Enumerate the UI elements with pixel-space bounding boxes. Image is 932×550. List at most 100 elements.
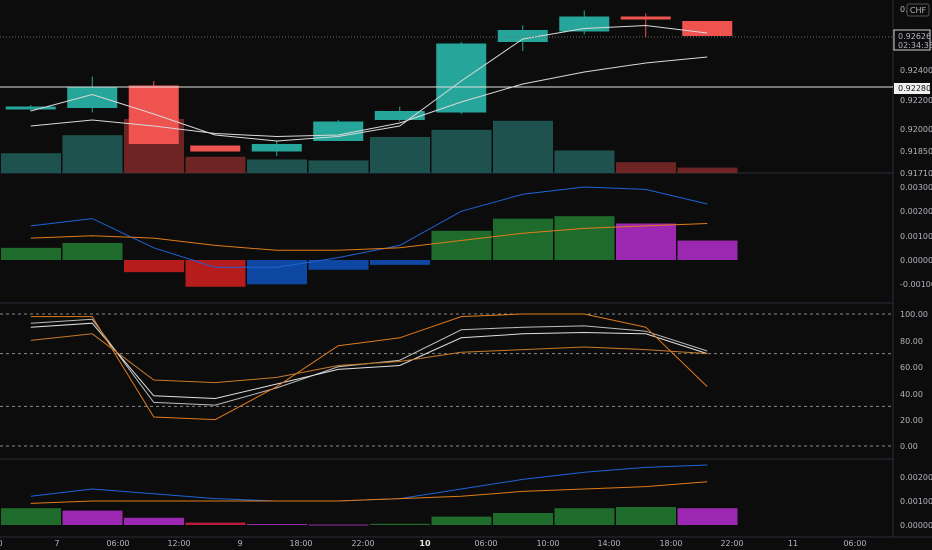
macd-hist-bar (370, 260, 430, 265)
candle-up[interactable] (436, 43, 487, 113)
time-tick-label: 9 (237, 539, 242, 548)
osc-hist-bar (677, 508, 738, 525)
macd-hist-bar (1, 247, 61, 260)
stoch-tick-label: 60.00 (900, 363, 923, 372)
last-price-value: 0.92626 (898, 32, 931, 41)
macd-hist-bar (124, 260, 184, 273)
time-tick-label: 14:00 (597, 539, 620, 548)
hline-price-value: 0.92280 (898, 84, 931, 93)
volume-bar (431, 129, 492, 173)
time-tick-label: 10 (419, 539, 431, 548)
time-tick-label: 22:00 (351, 539, 374, 548)
time-tick-label: 06:00 (474, 539, 497, 548)
candle-up[interactable] (67, 87, 118, 108)
time-tick-label: 18:00 (659, 539, 682, 548)
candle-up[interactable] (559, 16, 610, 32)
price-tick-label: 0.91710 (900, 169, 932, 178)
candle-up[interactable] (497, 30, 548, 42)
price-tick-label: 0.92000 (900, 125, 932, 134)
candle-down[interactable] (620, 16, 671, 20)
time-tick-label: 18:00 (289, 539, 312, 548)
stoch-tick-label: 80.00 (900, 337, 923, 346)
stoch-line (30, 313, 708, 421)
volume-bar (1, 153, 61, 173)
macd-hist-bar (493, 218, 553, 260)
candle-up[interactable] (251, 144, 302, 152)
macd-tick-label: -0.00100 (900, 280, 932, 289)
stoch-line (30, 322, 708, 400)
ma-slow-line (30, 56, 708, 138)
volume-bar (185, 156, 246, 173)
osc-tick-label: 0.00200 (900, 473, 932, 482)
macd-hist-bar (62, 242, 123, 260)
macd-tick-label: 0.00100 (900, 232, 932, 241)
volume-bar (62, 135, 123, 173)
macd-hist-bar (616, 223, 676, 260)
price-tick-label: 0.92400 (900, 66, 932, 75)
price-axis-partial-label: 0. (900, 5, 908, 14)
time-tick-label: 12:00 (167, 539, 190, 548)
osc-hist-bar (308, 524, 369, 526)
osc-tick-label: 0.00000 (900, 521, 932, 530)
time-tick-label: 0 (0, 539, 3, 548)
stoch-tick-label: 20.00 (900, 416, 923, 425)
macd-tick-label: 0.00000 (900, 256, 932, 265)
osc-fast-line (30, 464, 708, 502)
price-tick-label: 0.91850 (900, 147, 932, 156)
candle-down[interactable] (190, 145, 241, 152)
time-tick-label: 22:00 (720, 539, 743, 548)
stoch-line (30, 318, 708, 406)
macd-tick-label: 0.00200 (900, 207, 932, 216)
candle-down[interactable] (682, 21, 733, 36)
osc-hist-bar (616, 507, 676, 525)
osc-hist-bar (185, 522, 246, 525)
hline-price-box (894, 83, 930, 94)
time-tick-label: 11 (788, 539, 798, 548)
osc-hist-bar (370, 523, 430, 525)
candle-down[interactable] (128, 85, 179, 145)
countdown-value: 02:34:38 (898, 41, 932, 50)
volume-bar (493, 120, 553, 173)
time-tick-label: 10:00 (536, 539, 559, 548)
candle-up[interactable] (313, 121, 364, 142)
time-tick-label: 06:00 (843, 539, 866, 548)
macd-line (30, 186, 708, 268)
time-tick-label: 7 (54, 539, 59, 548)
stoch-line (30, 333, 708, 384)
macd-tick-label: 0.00300 (900, 183, 932, 192)
volume-bar (677, 167, 738, 173)
macd-hist-bar (185, 260, 246, 287)
stoch-tick-label: 100.00 (900, 310, 928, 319)
signal-line (30, 223, 708, 251)
stoch-tick-label: 40.00 (900, 390, 923, 399)
osc-hist-bar (62, 510, 123, 525)
volume-bar (616, 162, 676, 173)
osc-tick-label: 0.00100 (900, 497, 932, 506)
currency-box[interactable] (906, 3, 930, 17)
osc-hist-bar (1, 508, 61, 525)
currency-label: CHF (910, 6, 927, 15)
osc-hist-bar (124, 517, 184, 525)
candle-up[interactable] (374, 111, 425, 120)
macd-hist-bar (554, 216, 615, 260)
osc-slow-line (30, 481, 708, 504)
osc-hist-bar (493, 513, 553, 525)
volume-bar (554, 150, 615, 173)
osc-hist-bar (554, 508, 615, 525)
volume-bar (308, 160, 369, 173)
volume-bar (370, 137, 430, 173)
osc-hist-bar (247, 524, 307, 526)
price-tick-label: 0.92200 (900, 96, 932, 105)
osc-hist-bar (431, 516, 492, 525)
macd-hist-bar (431, 230, 492, 260)
macd-hist-bar (677, 240, 738, 260)
stoch-tick-label: 0.00 (900, 442, 918, 451)
time-tick-label: 06:00 (106, 539, 129, 548)
volume-bar (247, 159, 307, 173)
candle-up[interactable] (5, 106, 56, 110)
macd-hist-bar (308, 260, 369, 270)
last-price-box (893, 29, 931, 51)
ma-fast-line (30, 24, 708, 142)
